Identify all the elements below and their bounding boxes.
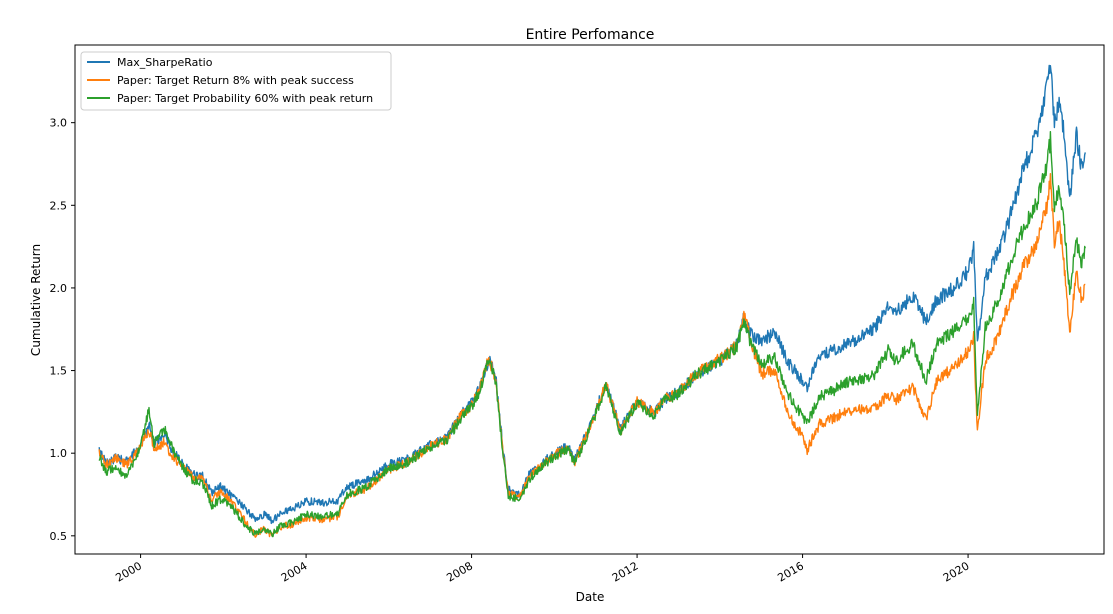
legend-label: Max_SharpeRatio xyxy=(117,56,213,69)
y-tick-label: 0.5 xyxy=(50,530,68,543)
series-line-3 xyxy=(98,130,1086,538)
y-tick-label: 1.5 xyxy=(50,365,68,378)
axes-frame xyxy=(74,44,1105,555)
series-layer xyxy=(98,64,1086,538)
legend-label: Paper: Target Probability 60% with peak … xyxy=(117,92,373,105)
y-tick-label: 1.0 xyxy=(50,447,68,460)
y-axis: 0.5 1.0 1.5 2.0 2.5 3.0 xyxy=(50,117,75,543)
plot-area xyxy=(74,44,1105,555)
series-line-1 xyxy=(98,64,1086,525)
y-axis-label: Cumulative Return xyxy=(29,244,43,356)
legend: Max_SharpeRatio Paper: Target Return 8% w… xyxy=(80,51,392,111)
y-tick-label: 2.5 xyxy=(50,199,68,212)
x-axis-label: Date xyxy=(576,590,605,604)
axes-background xyxy=(75,45,1104,554)
legend-frame xyxy=(80,51,392,111)
y-tick-label: 3.0 xyxy=(50,117,68,130)
legend-entries: Max_SharpeRatio Paper: Target Return 8% w… xyxy=(87,56,373,105)
chart-title: Entire Perfomance xyxy=(526,27,655,43)
legend-label: Paper: Target Return 8% with peak succes… xyxy=(117,74,354,87)
y-tick-label: 2.0 xyxy=(50,282,68,295)
